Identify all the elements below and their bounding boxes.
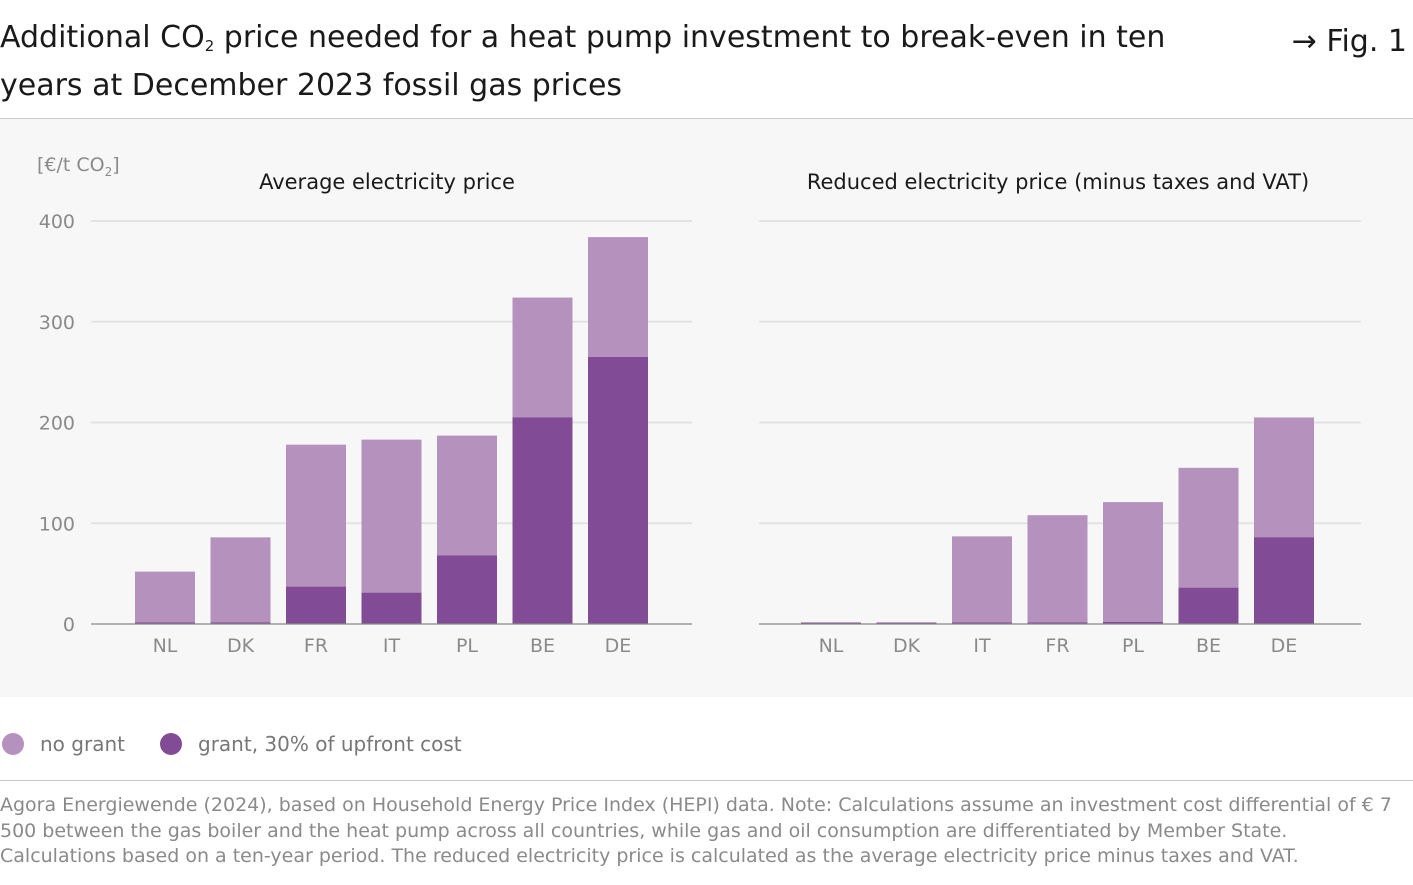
bar-de-grant bbox=[588, 357, 648, 624]
x-tick-label-pl: PL bbox=[456, 635, 478, 657]
chart-2-title: Reduced electricity price (minus taxes a… bbox=[807, 170, 1309, 194]
title-subscript: 2 bbox=[204, 37, 215, 55]
figure-label: → Fig. 1 bbox=[1292, 22, 1407, 61]
legend-label-no-grant: no grant bbox=[40, 732, 125, 756]
x-tick-label-de: DE bbox=[1271, 635, 1298, 657]
y-tick-label-200: 200 bbox=[39, 413, 75, 435]
bar-nl-grant bbox=[801, 622, 861, 624]
bar-fr-grant bbox=[1027, 622, 1088, 624]
legend-swatch-grant bbox=[160, 733, 182, 755]
y-tick-label-0: 0 bbox=[63, 614, 75, 636]
figure-number: Fig. 1 bbox=[1326, 24, 1407, 59]
chart-panel: [€/t CO2] Average electricity price 0 100 2… bbox=[0, 119, 1413, 697]
x-tick-label-be: BE bbox=[530, 635, 555, 657]
bar-pl-grant bbox=[437, 555, 497, 624]
x-tick-label-nl: NL bbox=[153, 635, 178, 657]
chart-title: Additional CO2 price needed for a heat p… bbox=[0, 18, 1200, 105]
bar-it-grant bbox=[361, 592, 422, 624]
chart-1-title: Average electricity price bbox=[259, 170, 515, 194]
x-tick-label-it: IT bbox=[383, 635, 401, 657]
bar-nl-no-grant bbox=[135, 571, 195, 624]
y-tick-label-400: 400 bbox=[39, 211, 75, 233]
x-tick-label-dk: DK bbox=[227, 635, 255, 657]
x-tick-label-fr: FR bbox=[304, 635, 328, 657]
x-tick-label-dk: DK bbox=[893, 635, 921, 657]
title-text-2: price needed for a heat pump investment … bbox=[0, 20, 1166, 103]
x-tick-label-it: IT bbox=[973, 635, 991, 657]
bar-dk-no-grant bbox=[210, 537, 271, 624]
x-tick-label-fr: FR bbox=[1045, 635, 1069, 657]
bar-it-grant bbox=[952, 622, 1012, 624]
x-tick-label-nl: NL bbox=[819, 635, 844, 657]
bar-be-grant bbox=[512, 417, 573, 624]
x-tick-label-de: DE bbox=[605, 635, 632, 657]
x-tick-label-pl: PL bbox=[1122, 635, 1144, 657]
y-tick-label-100: 100 bbox=[39, 513, 75, 535]
bottom-divider bbox=[0, 780, 1413, 781]
x-tick-label-be: BE bbox=[1196, 635, 1221, 657]
bar-dk-grant bbox=[876, 622, 937, 624]
bar-de-grant bbox=[1254, 537, 1314, 624]
chart-svg: [€/t CO2] Average electricity price 0 100 2… bbox=[37, 154, 1361, 657]
bar-pl-grant bbox=[1103, 621, 1163, 624]
title-text-1: Additional CO bbox=[0, 20, 205, 55]
y-unit-label: [€/t CO2] bbox=[37, 154, 120, 179]
bar-fr-no-grant bbox=[1027, 515, 1088, 624]
bar-fr-grant bbox=[286, 586, 346, 624]
arrow-right-icon: → bbox=[1291, 24, 1317, 59]
bar-it-no-grant bbox=[952, 536, 1012, 624]
top-divider bbox=[0, 118, 1413, 119]
bar-nl-grant bbox=[135, 622, 195, 624]
bar-pl-no-grant bbox=[1103, 502, 1163, 624]
legend-label-grant: grant, 30% of upfront cost bbox=[198, 732, 462, 756]
legend-swatch-no-grant bbox=[2, 733, 24, 755]
bar-be-grant bbox=[1178, 587, 1239, 624]
y-tick-label-300: 300 bbox=[39, 312, 75, 334]
source-note: Agora Energiewende (2024), based on Hous… bbox=[0, 794, 1392, 867]
bar-dk-grant bbox=[210, 622, 271, 624]
